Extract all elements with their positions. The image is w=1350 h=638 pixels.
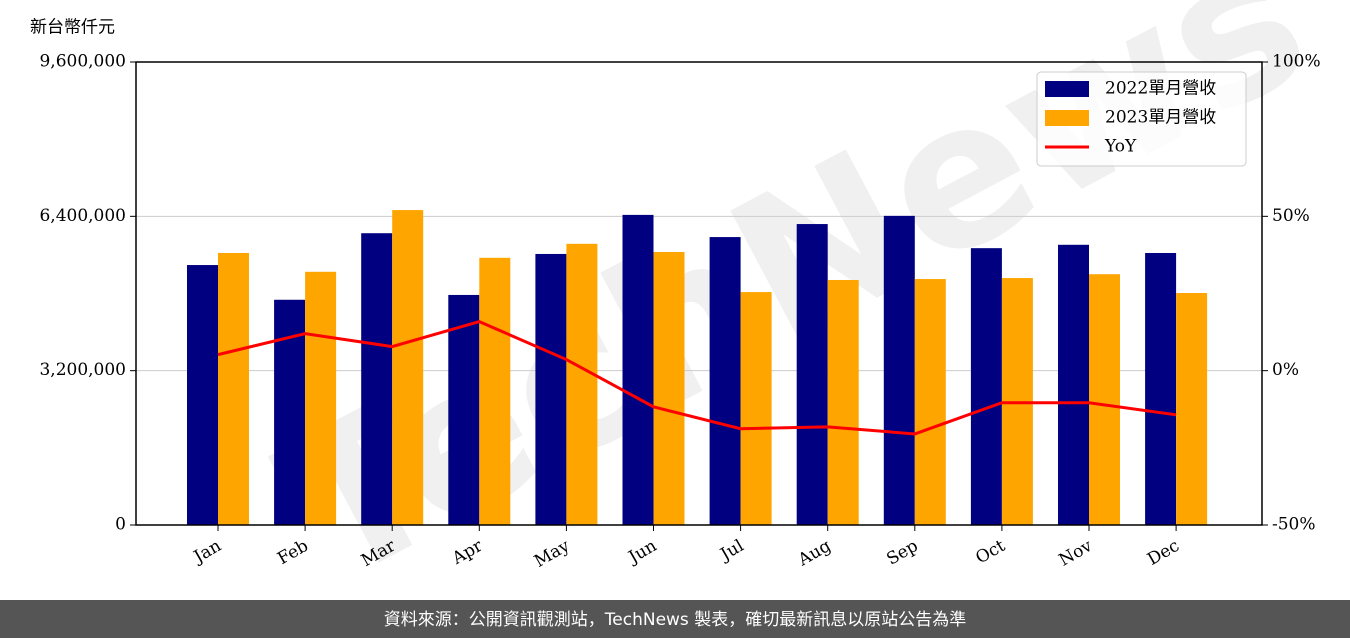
bar — [187, 265, 218, 525]
x-tick-label: Sep — [883, 536, 921, 570]
x-tick-label: Oct — [972, 536, 1008, 569]
x-tick-label: Jun — [624, 536, 661, 569]
y-axis-label: 新台幣仟元 — [30, 18, 115, 38]
bar — [1145, 252, 1177, 526]
bar — [796, 224, 828, 526]
bar — [970, 248, 1002, 525]
bar — [740, 292, 772, 525]
bar — [218, 252, 249, 526]
footer: 資料來源：公開資訊觀測站，TechNews 製表，確切最新訊息以原站公告為準 — [384, 610, 966, 630]
bar — [305, 271, 337, 525]
bar — [1176, 293, 1208, 525]
bar — [827, 279, 859, 525]
x-tick-label: Jul — [716, 536, 748, 566]
x-tick-label: May — [531, 536, 574, 572]
legend-box — [1036, 71, 1247, 167]
legend-label: 2023單月營收 — [1105, 108, 1216, 128]
bar — [914, 279, 946, 525]
bar — [448, 294, 480, 525]
bar — [566, 243, 598, 525]
bar — [709, 237, 741, 525]
y-tick-label: 6,400,000 — [39, 206, 126, 226]
y-tick-label: 0 — [115, 515, 126, 535]
y2-tick-label: 50% — [1272, 206, 1310, 226]
bar — [1089, 274, 1120, 525]
y-tick-label: 3,200,000 — [39, 360, 126, 380]
x-tick-label: Dec — [1144, 536, 1183, 570]
bar — [622, 214, 654, 525]
x-tick-label: Nov — [1056, 536, 1096, 571]
y2-tick-label: 100% — [1272, 52, 1321, 72]
x-tick-label: Jan — [189, 536, 225, 568]
footer-bar — [0, 600, 1350, 638]
y-tick-label: 9,600,000 — [39, 52, 126, 72]
bar — [653, 252, 685, 525]
legend-label: YoY — [1104, 137, 1137, 157]
legend-swatch — [1045, 81, 1089, 97]
legend-label: 2022單月營收 — [1105, 79, 1216, 99]
y2-tick-label: -50% — [1272, 515, 1316, 535]
bar — [883, 215, 915, 525]
bar — [535, 253, 567, 525]
bar — [392, 210, 424, 525]
bar — [361, 233, 393, 525]
bar — [1058, 244, 1089, 525]
legend-swatch — [1045, 110, 1089, 126]
y2-tick-label: 0% — [1272, 360, 1299, 380]
x-tick-label: Feb — [274, 536, 312, 569]
bar — [479, 257, 511, 525]
plot-frame — [135, 61, 1263, 526]
yoy-line — [217, 319, 1177, 436]
x-tick-label: Aug — [794, 536, 835, 571]
